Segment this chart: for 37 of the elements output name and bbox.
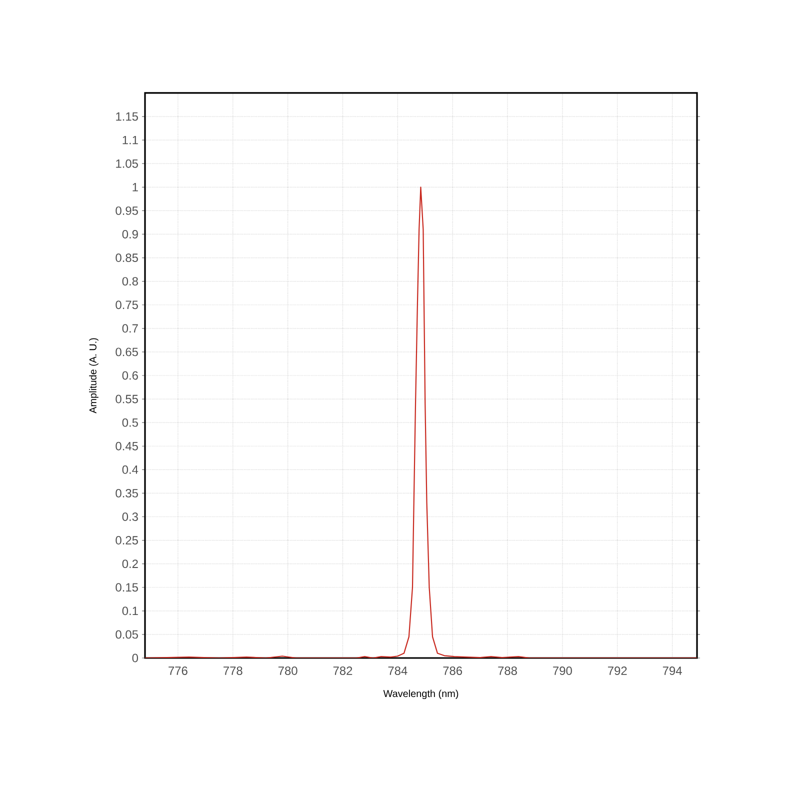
y-tick-label: 1.15: [116, 112, 138, 121]
y-tick-label: 0.65: [116, 348, 138, 356]
y-axis-title: Amplitude (A. U.): [89, 338, 98, 414]
y-tick-label: 0.25: [116, 536, 138, 545]
y-tick-label: 0.8: [122, 277, 138, 286]
y-tick-label: 0.45: [116, 442, 138, 450]
x-tick-label: 778: [224, 666, 242, 675]
x-tick-label: 782: [333, 666, 352, 675]
y-tick-label: 0.9: [122, 230, 138, 238]
x-tick-label: 776: [168, 666, 188, 675]
y-tick-label: 0.75: [116, 300, 138, 310]
y-tick-label: 0.95: [116, 206, 138, 215]
x-tick-label: 784: [388, 666, 408, 675]
y-tick-label: 0.6: [122, 371, 138, 380]
y-tick-label: 0.3: [122, 512, 138, 521]
y-tick-label: 0.1: [122, 606, 138, 616]
y-tick-label: 1: [132, 183, 138, 192]
y-tick-label: 0.5: [122, 418, 138, 427]
y-tick-label: 0.55: [116, 394, 138, 404]
x-axis-title: Wavelength (nm): [383, 690, 458, 700]
x-tick-label: 794: [662, 666, 682, 675]
line-series: [145, 186, 698, 658]
y-tick-label: 0.4: [122, 465, 138, 474]
x-tick-label: 786: [443, 666, 462, 675]
y-tick-label: 1.1: [122, 136, 138, 144]
x-tick-label: 788: [498, 666, 517, 675]
x-tick-label: 780: [278, 666, 298, 675]
y-tick-label: 0.85: [116, 254, 138, 262]
x-tick-label: 790: [553, 666, 572, 675]
y-tick-label: 0.35: [116, 488, 138, 498]
y-tick-label: 0.2: [122, 560, 138, 568]
y-tick-label: 1.05: [116, 159, 138, 168]
y-tick-label: 0: [132, 654, 138, 662]
x-tick-label: 792: [608, 666, 627, 675]
y-tick-label: 0.7: [122, 324, 138, 333]
y-tick-label: 0.15: [116, 583, 138, 592]
y-tick-label: 0.05: [116, 630, 138, 639]
